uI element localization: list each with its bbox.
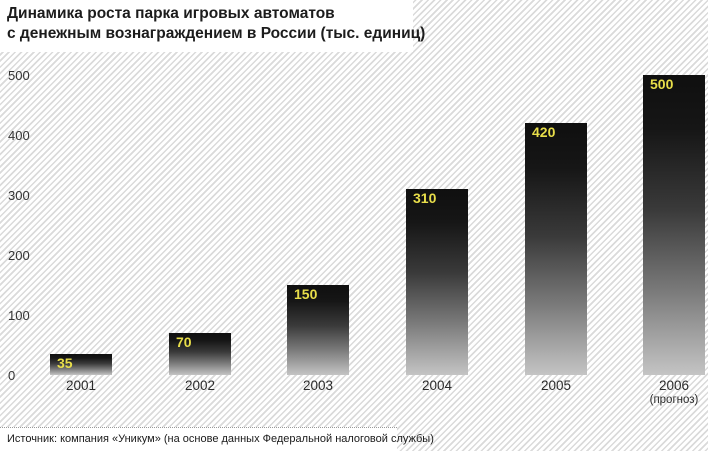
bar-year-label: 2002 [184, 378, 216, 393]
bar-year-text: 2006 [658, 378, 690, 393]
bar: 70 [169, 333, 231, 375]
bar-year-label: 2005 [540, 378, 572, 393]
bar-value-label: 35 [57, 355, 73, 371]
bar-forecast-note: (прогноз) [649, 394, 699, 406]
chart-title-line1: Динамика роста парка игровых автоматов [7, 5, 335, 22]
bar: 420 [525, 123, 587, 375]
bar-value-label: 310 [413, 190, 437, 206]
y-axis-tick-label: 200 [8, 248, 30, 263]
bar-value-label: 420 [532, 124, 556, 140]
bar: 35 [50, 354, 112, 375]
bar: 500 [643, 75, 705, 375]
bar-group: 35 2001 [50, 0, 112, 451]
y-axis-tick-label: 400 [8, 128, 30, 143]
bar-group: 500 2006 (прогноз) [643, 0, 705, 451]
y-axis-tick-label: 100 [8, 308, 30, 323]
bar-group: 310 2004 [406, 0, 468, 451]
bar: 310 [406, 189, 468, 375]
source-box: Источник: компания «Уникум» (на основе д… [0, 427, 434, 451]
bar: 150 [287, 285, 349, 375]
bar-group: 150 2003 [287, 0, 349, 451]
y-axis-tick-label: 0 [8, 368, 16, 383]
chart-title-line2: с денежным вознаграждением в России (тыс… [7, 25, 426, 42]
title-box: Динамика роста парка игровых автоматов с… [0, 0, 426, 52]
bar-value-label: 70 [176, 334, 192, 350]
y-axis-tick-label: 500 [8, 68, 30, 83]
bar-year-label: 2006 (прогноз) [633, 378, 708, 407]
bar-value-label: 150 [294, 286, 318, 302]
y-axis-tick-label: 300 [8, 188, 30, 203]
bar-year-label: 2004 [421, 378, 453, 393]
source-text: Источник: компания «Уникум» (на основе д… [7, 433, 434, 445]
bar-year-label: 2001 [65, 378, 97, 393]
bar-group: 70 2002 [169, 0, 231, 451]
bar-year-label: 2003 [302, 378, 334, 393]
bar-group: 420 2005 [525, 0, 587, 451]
bar-value-label: 500 [650, 76, 674, 92]
